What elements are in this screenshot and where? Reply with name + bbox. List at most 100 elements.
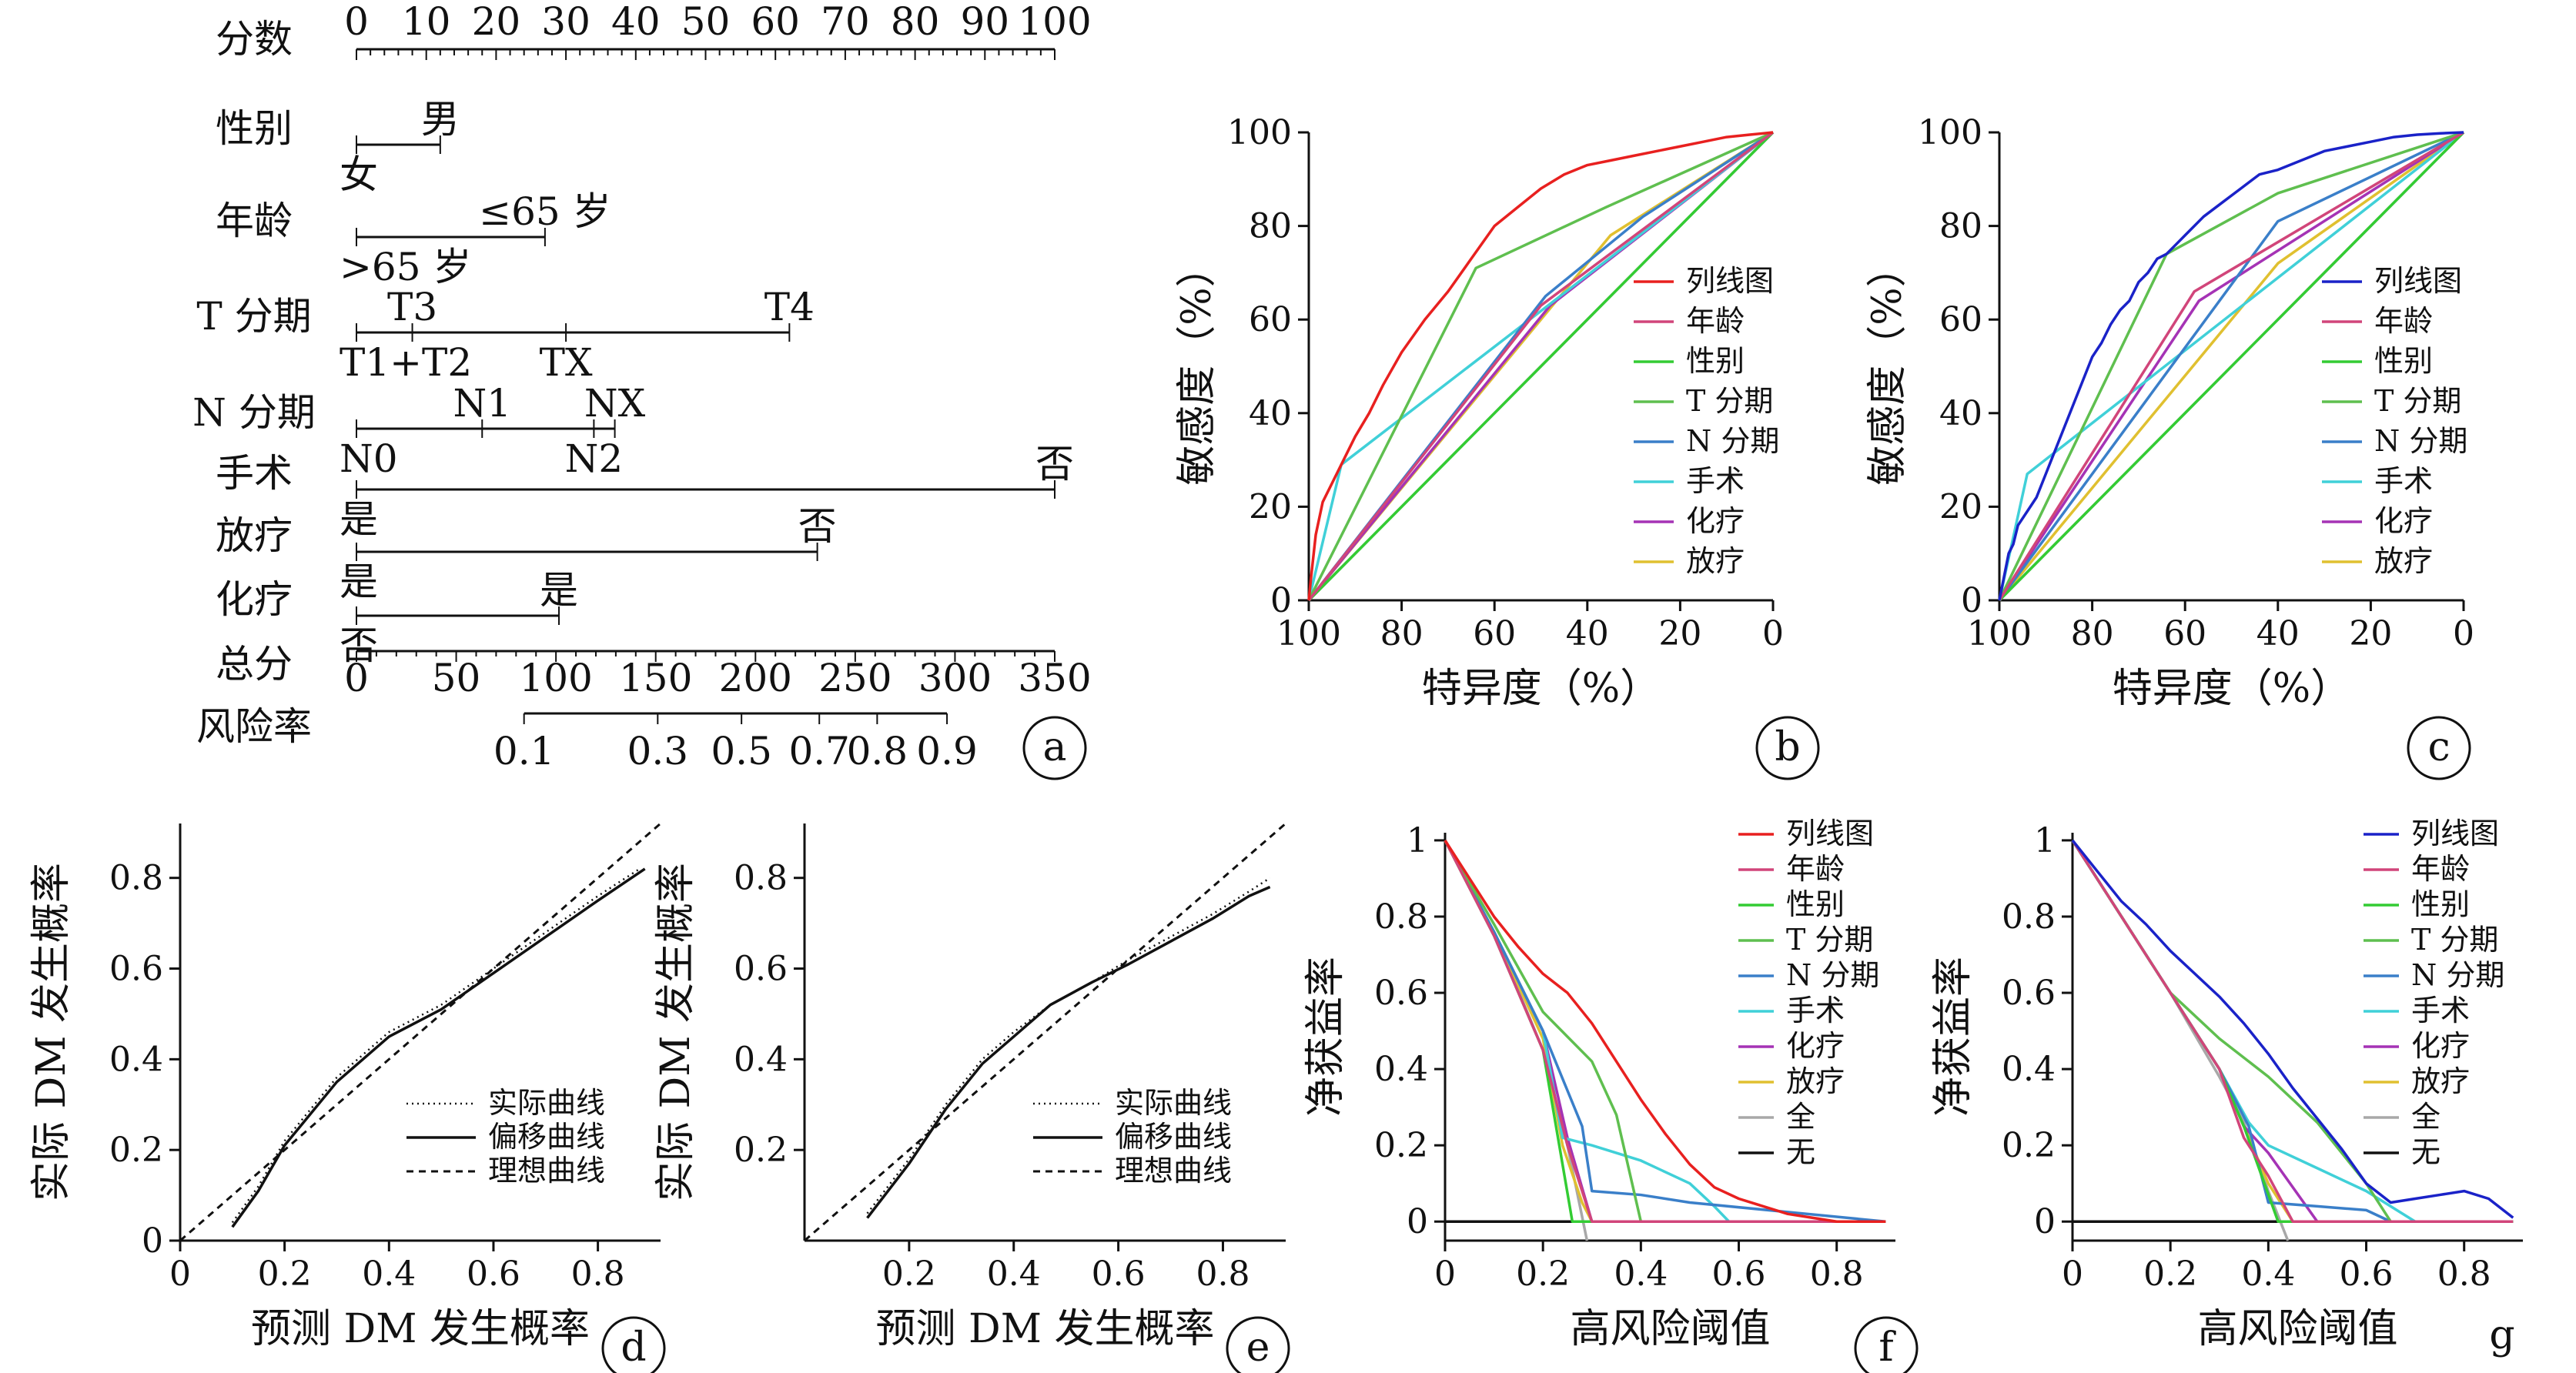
series-line bbox=[1307, 131, 1775, 602]
panel-d-calibration-chart: 0 0.2 0.4 0.6 0.8 0 0.2 0.4 0.6 0.8 预测 DM 发生概率 实际 D… bbox=[28, 822, 666, 1373]
nomogram-level-label: N0 bbox=[340, 436, 398, 481]
series-line bbox=[179, 822, 661, 1242]
x-tick-label: 40 bbox=[2257, 614, 2300, 653]
legend-label: 列线图 bbox=[1686, 264, 1774, 298]
points-tick-label: 90 bbox=[960, 0, 1009, 44]
legend-label: 理想曲线 bbox=[1115, 1154, 1232, 1188]
y-axis-title: 敏感度（%） bbox=[1174, 247, 1220, 485]
x-tick-label: 80 bbox=[1380, 614, 1423, 653]
total-points-tick-label: 200 bbox=[719, 656, 792, 700]
legend-label: N 分期 bbox=[2411, 958, 2504, 992]
y-tick-label: 0.8 bbox=[734, 859, 788, 898]
legend-label: T 分期 bbox=[2411, 923, 2498, 957]
total-points-tick-label: 50 bbox=[432, 656, 481, 700]
nomogram-level-label: 女 bbox=[340, 152, 378, 197]
legend-label: 全 bbox=[1786, 1100, 1815, 1134]
x-tick-label: 0.8 bbox=[571, 1254, 625, 1294]
y-tick-label: 0.4 bbox=[2002, 1050, 2056, 1089]
legend-label: 放疗 bbox=[1686, 544, 1745, 578]
y-axis-title: 净获益率 bbox=[1930, 957, 1976, 1117]
points-tick-label: 10 bbox=[402, 0, 451, 44]
risk-tick-label: 0.7 bbox=[788, 729, 850, 773]
legend-label: 年龄 bbox=[2374, 304, 2433, 338]
series-line bbox=[1998, 131, 2464, 602]
y-tick-label: 40 bbox=[1249, 394, 1292, 433]
x-axis-title: 高风险阈值 bbox=[2197, 1306, 2397, 1352]
risk-tick-label: 0.1 bbox=[493, 729, 555, 773]
y-tick-label: 0.2 bbox=[734, 1131, 788, 1170]
panel-e-calibration-chart: 0.2 0.4 0.6 0.8 0.2 0.4 0.6 0.8 预测 DM 发生概率 实际 DM … bbox=[653, 822, 1290, 1373]
series-line bbox=[1444, 840, 1886, 1223]
legend-label: 放疗 bbox=[2411, 1064, 2470, 1098]
y-tick-label: 0.4 bbox=[734, 1040, 788, 1079]
total-points-tick-label: 350 bbox=[1018, 656, 1091, 700]
nomogram-level-label: NX bbox=[584, 381, 646, 426]
nomogram-row-label: 分数 bbox=[216, 17, 293, 62]
legend-label: 年龄 bbox=[1686, 304, 1745, 338]
x-tick-label: 20 bbox=[2349, 614, 2392, 653]
x-tick-label: 0.2 bbox=[258, 1254, 312, 1294]
x-tick-label: 20 bbox=[1658, 614, 1701, 653]
series-line bbox=[2071, 839, 2514, 1219]
series-line bbox=[1998, 131, 2464, 601]
points-tick-label: 0 bbox=[344, 0, 369, 44]
legend-label: 偏移曲线 bbox=[488, 1120, 605, 1154]
series-line bbox=[804, 822, 1286, 1242]
legend-label: 偏移曲线 bbox=[1115, 1120, 1232, 1154]
legend-label: 化疗 bbox=[2374, 504, 2433, 538]
legend-label: 手术 bbox=[1786, 994, 1845, 1027]
total-points-tick-label: 100 bbox=[519, 656, 592, 700]
nomogram-level-label: T3 bbox=[387, 285, 437, 329]
nomogram-row-label: 年龄 bbox=[216, 199, 293, 243]
x-axis-title: 预测 DM 发生概率 bbox=[876, 1306, 1215, 1352]
total-points-tick-label: 150 bbox=[619, 656, 692, 700]
x-tick-label: 0.8 bbox=[1810, 1254, 1864, 1294]
nomogram-level-label: 是 bbox=[540, 568, 578, 613]
x-tick-label: 0 bbox=[2453, 614, 2474, 653]
y-tick-label: 1 bbox=[1407, 821, 1428, 860]
panel-letter-circle bbox=[1022, 716, 1087, 780]
nomogram-level-label: 是 bbox=[340, 497, 378, 542]
x-tick-label: 0.6 bbox=[467, 1254, 520, 1294]
legend-label: 手术 bbox=[2374, 464, 2433, 498]
series-line bbox=[231, 867, 641, 1224]
y-tick-label: 0.2 bbox=[1374, 1126, 1428, 1165]
x-tick-label: 100 bbox=[1967, 614, 2032, 653]
points-tick-label: 60 bbox=[751, 0, 800, 44]
series-line bbox=[866, 885, 1271, 1219]
x-tick-label: 0.4 bbox=[987, 1254, 1041, 1294]
legend-label: 列线图 bbox=[1786, 817, 1874, 850]
nomogram-level-label: T4 bbox=[764, 285, 815, 329]
legend-label: 手术 bbox=[2411, 994, 2470, 1027]
legend-label: 实际曲线 bbox=[1115, 1086, 1232, 1120]
risk-tick-label: 0.9 bbox=[916, 729, 978, 773]
series-line bbox=[1307, 131, 1775, 602]
x-axis-title: 特异度（%） bbox=[1422, 666, 1660, 712]
series-line bbox=[1998, 131, 2465, 602]
nomogram-level-label: ≤65 岁 bbox=[479, 189, 611, 234]
y-tick-label: 0 bbox=[1407, 1202, 1428, 1241]
points-tick-label: 80 bbox=[891, 0, 940, 44]
panel-letter: a bbox=[1042, 724, 1066, 770]
legend-label: 年龄 bbox=[1786, 852, 1845, 886]
y-tick-label: 0.4 bbox=[1374, 1050, 1428, 1089]
legend-label: 放疗 bbox=[1786, 1064, 1845, 1098]
y-tick-label: 0.6 bbox=[109, 950, 163, 989]
x-tick-label: 0 bbox=[1762, 614, 1784, 653]
panel-letter-circle bbox=[1226, 1316, 1290, 1373]
panel-letter: b bbox=[1775, 724, 1800, 770]
series-line bbox=[1998, 131, 2464, 601]
total-points-tick-label: 0 bbox=[344, 656, 369, 700]
points-tick-label: 50 bbox=[681, 0, 731, 44]
x-tick-label: 60 bbox=[2163, 614, 2206, 653]
x-tick-label: 80 bbox=[2071, 614, 2114, 653]
y-tick-label: 40 bbox=[1939, 394, 1982, 433]
panel-letter: g bbox=[2489, 1312, 2514, 1358]
y-tick-label: 100 bbox=[1227, 113, 1292, 152]
series-line bbox=[231, 867, 646, 1228]
x-tick-label: 0.4 bbox=[2241, 1254, 2295, 1294]
legend-label: N 分期 bbox=[1786, 958, 1879, 992]
series-line bbox=[1307, 131, 1774, 601]
